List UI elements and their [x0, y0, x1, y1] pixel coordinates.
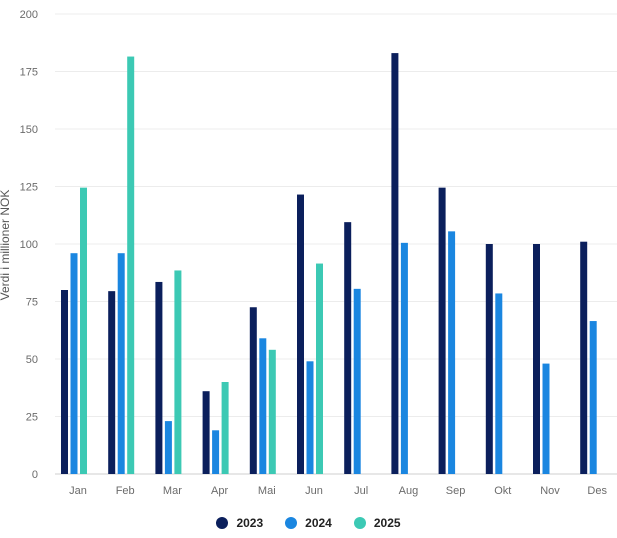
bar-2024-Jul — [353, 288, 361, 474]
bar-2024-Sep — [448, 231, 456, 474]
y-tick-label: 175 — [20, 67, 38, 79]
bar-2024-Nov — [542, 363, 550, 474]
bar-2024-Okt — [495, 293, 503, 474]
x-tick-label: Apr — [211, 485, 228, 497]
x-tick-label: Nov — [540, 485, 560, 497]
bar-2024-Feb — [117, 253, 125, 474]
bar-2025-Jan — [80, 187, 87, 474]
bar-2024-Jun — [306, 361, 314, 474]
legend-item-2024: 2024 — [285, 516, 332, 530]
x-tick-label: Des — [587, 485, 607, 497]
y-tick-label: 25 — [26, 412, 38, 424]
bar-2024-Jan — [70, 253, 78, 474]
bar-2023-Sep — [438, 187, 446, 474]
bar-2025-Mar — [174, 270, 182, 474]
y-tick-label: 200 — [20, 9, 38, 21]
bar-2023-Jan — [61, 290, 68, 474]
bar-2024-Apr — [212, 430, 220, 474]
x-axis-ticks: Jan Feb Mar Apr Mai Jun Jul Aug Sep Okt Nov Des — [69, 485, 607, 497]
bar-2023-Feb — [108, 291, 116, 474]
bar-2024-Mai — [259, 338, 267, 474]
bar-2024-Aug — [400, 242, 408, 474]
y-axis-label: Verdi i millioner NOK — [0, 190, 12, 301]
legend-item-2025: 2025 — [353, 516, 401, 530]
bar-chart: 0 25 50 75 100 125 150 175 200 Jan Feb Mar Apr Mai Ju… — [0, 9, 617, 497]
bar-2023-Jun — [297, 194, 304, 475]
bar-2023-Mai — [249, 307, 257, 474]
bar-2023-Des — [580, 241, 588, 474]
y-tick-label: 75 — [26, 297, 38, 309]
x-tick-label: Jul — [354, 485, 368, 497]
x-tick-label: Jun — [305, 485, 323, 497]
x-tick-label: Aug — [399, 485, 419, 497]
legend-swatch — [285, 517, 298, 529]
legend-label: 2024 — [305, 516, 332, 530]
gridlines — [55, 13, 617, 475]
legend-label: 2023 — [236, 516, 264, 530]
bar-2025-Feb — [127, 56, 135, 475]
bars — [61, 53, 597, 475]
bar-2024-Mar — [164, 421, 172, 474]
y-tick-label: 150 — [20, 124, 38, 136]
legend: 2023 2024 2025 — [0, 516, 617, 530]
x-tick-label: Jan — [69, 485, 87, 497]
bar-2025-Apr — [221, 382, 229, 474]
bar-2023-Aug — [391, 53, 399, 474]
y-axis-ticks: 0 25 50 75 100 125 150 175 200 — [20, 9, 38, 481]
legend-swatch — [353, 517, 366, 529]
legend-item-2023: 2023 — [216, 516, 263, 530]
bar-2023-Mar — [155, 281, 163, 474]
y-tick-label: 0 — [32, 469, 38, 481]
y-tick-label: 125 — [20, 182, 38, 194]
x-tick-label: Okt — [494, 485, 511, 497]
bar-2025-Jun — [316, 263, 323, 474]
bar-2024-Des — [589, 321, 597, 474]
x-tick-label: Sep — [446, 485, 466, 497]
bar-2023-Okt — [485, 244, 493, 474]
legend-swatch — [216, 517, 229, 529]
x-tick-label: Mai — [258, 485, 276, 497]
y-tick-label: 100 — [20, 239, 38, 251]
x-tick-label: Mar — [163, 485, 182, 497]
bar-2025-Mai — [268, 349, 276, 474]
x-tick-label: Feb — [116, 485, 135, 497]
legend-label: 2025 — [373, 516, 401, 530]
bar-2023-Nov — [533, 244, 540, 474]
bar-2023-Apr — [202, 391, 210, 474]
bar-2023-Jul — [344, 222, 352, 474]
y-tick-label: 50 — [26, 354, 38, 366]
